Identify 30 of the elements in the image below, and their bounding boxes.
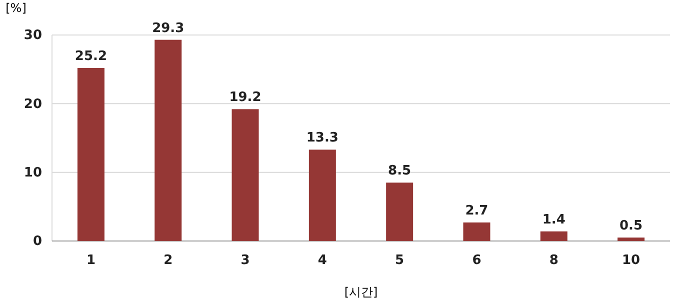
x-axis-title: [시간] <box>344 285 378 299</box>
bar <box>463 222 490 241</box>
y-axis-title: [%] <box>6 1 26 15</box>
x-tick-label: 10 <box>622 253 640 268</box>
bar <box>540 231 568 241</box>
data-label: 0.5 <box>620 218 643 234</box>
x-tick-label: 5 <box>395 253 404 268</box>
y-tick-label: 20 <box>24 96 42 112</box>
bar <box>77 68 104 241</box>
x-tick-label: 4 <box>318 253 327 268</box>
bar <box>308 150 336 241</box>
x-tick-label: 8 <box>549 253 558 268</box>
bar <box>232 109 259 241</box>
x-tick-label: 2 <box>164 253 173 268</box>
bar <box>386 182 414 241</box>
y-tick-label: 30 <box>24 28 42 44</box>
data-label: 19.2 <box>229 90 262 106</box>
data-label: 8.5 <box>388 164 412 179</box>
y-tick-label: 10 <box>24 165 42 180</box>
data-label: 1.4 <box>542 212 566 228</box>
y-tick-label: 0 <box>32 234 42 250</box>
data-label: 13.3 <box>306 130 338 146</box>
x-tick-label: 1 <box>86 253 96 268</box>
data-label: 2.7 <box>465 203 488 218</box>
data-label: 29.3 <box>152 20 184 36</box>
x-tick-label: 3 <box>240 253 250 268</box>
x-tick-label: 6 <box>472 253 482 268</box>
data-label: 25.2 <box>74 48 107 64</box>
bar <box>618 238 645 241</box>
bar <box>154 40 182 241</box>
